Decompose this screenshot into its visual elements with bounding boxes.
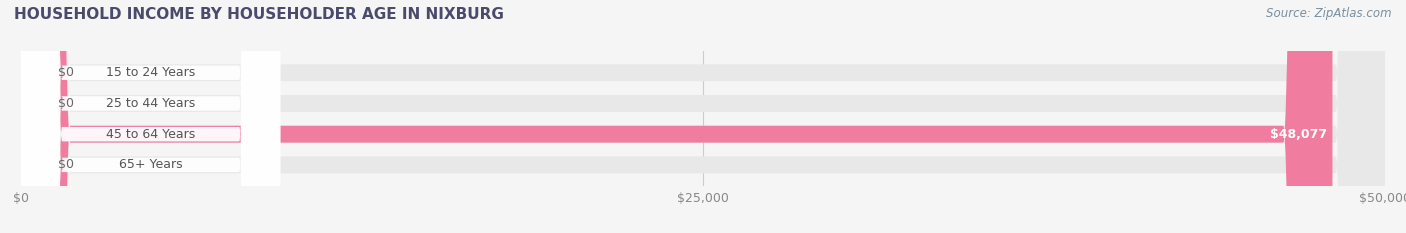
- FancyBboxPatch shape: [21, 0, 280, 233]
- FancyBboxPatch shape: [21, 0, 1385, 233]
- FancyBboxPatch shape: [21, 0, 1385, 233]
- Text: $48,077: $48,077: [1270, 128, 1327, 141]
- FancyBboxPatch shape: [21, 0, 1385, 233]
- Text: $0: $0: [58, 66, 75, 79]
- FancyBboxPatch shape: [21, 0, 1385, 233]
- Text: 65+ Years: 65+ Years: [120, 158, 183, 171]
- FancyBboxPatch shape: [21, 0, 280, 233]
- FancyBboxPatch shape: [21, 0, 51, 233]
- FancyBboxPatch shape: [21, 0, 280, 233]
- Text: HOUSEHOLD INCOME BY HOUSEHOLDER AGE IN NIXBURG: HOUSEHOLD INCOME BY HOUSEHOLDER AGE IN N…: [14, 7, 503, 22]
- Text: $0: $0: [58, 158, 75, 171]
- FancyBboxPatch shape: [21, 0, 280, 233]
- Text: 15 to 24 Years: 15 to 24 Years: [105, 66, 195, 79]
- FancyBboxPatch shape: [21, 0, 1333, 233]
- Text: 45 to 64 Years: 45 to 64 Years: [105, 128, 195, 141]
- Text: Source: ZipAtlas.com: Source: ZipAtlas.com: [1267, 7, 1392, 20]
- Text: 25 to 44 Years: 25 to 44 Years: [105, 97, 195, 110]
- FancyBboxPatch shape: [21, 0, 51, 233]
- FancyBboxPatch shape: [21, 0, 51, 233]
- Text: $0: $0: [58, 97, 75, 110]
